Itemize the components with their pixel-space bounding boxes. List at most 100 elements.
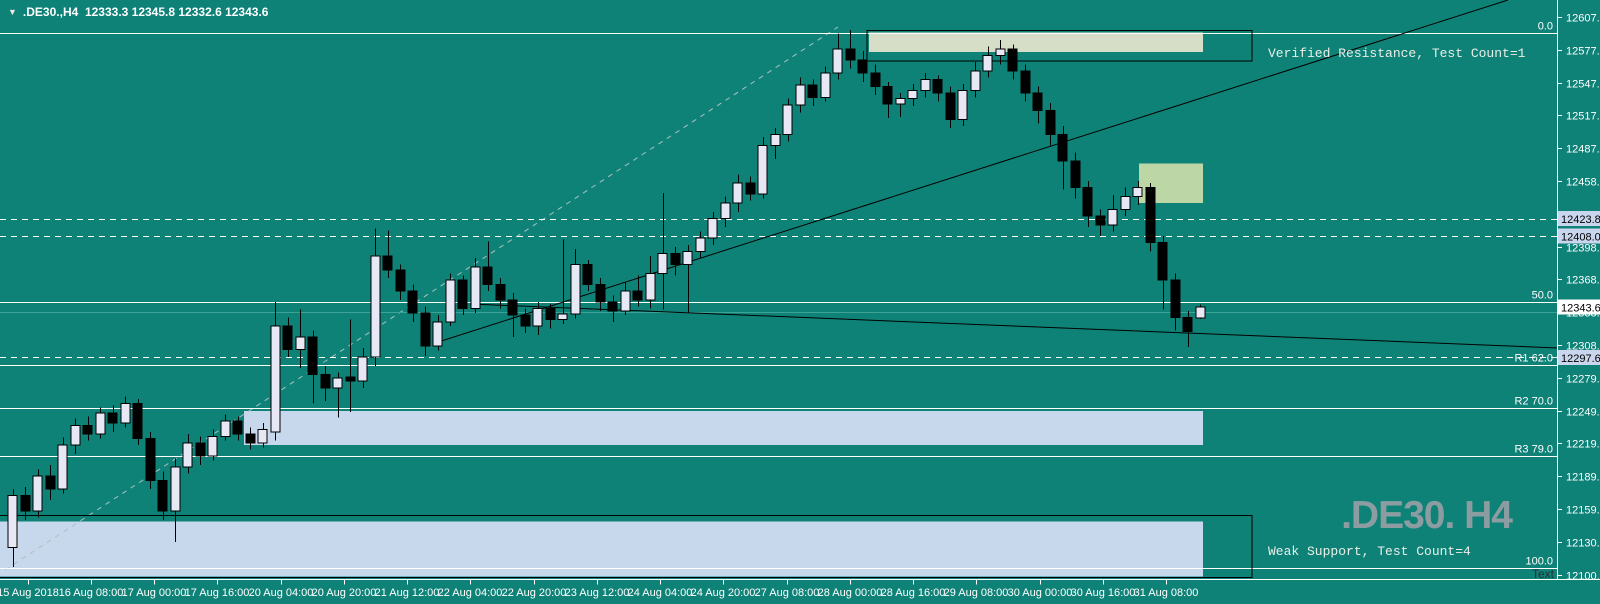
candle-body-up	[1107, 209, 1118, 226]
price-axis-label: 12159.5	[1566, 505, 1600, 517]
time-axis-label: 24 Aug 04:00	[628, 587, 693, 599]
candle-body-up	[370, 255, 381, 358]
candle-body-down	[1145, 187, 1156, 244]
price-axis-label: 12130.0	[1566, 538, 1600, 550]
time-axis-label: 30 Aug 16:00	[1071, 587, 1136, 599]
current-price-badge: 12343.6	[1561, 302, 1600, 314]
candle-body-down	[745, 182, 756, 195]
candle-body-up	[795, 84, 806, 106]
price-axis-label: 12487.5	[1566, 144, 1600, 156]
price-axis-label: 12607.0	[1566, 13, 1600, 25]
candle-body-up	[170, 466, 181, 512]
fib-level-label: R3 79.0	[1514, 444, 1553, 456]
candle-body-down	[395, 269, 406, 292]
weak-support-zone-outline[interactable]	[0, 515, 1253, 579]
candle-body-down	[45, 475, 56, 490]
candle-body-up	[832, 48, 843, 74]
candle-body-up	[270, 325, 281, 433]
candle-body-up	[695, 237, 706, 252]
candle-body-down	[145, 437, 156, 481]
chart-title-bar[interactable]: ▼ .DE30.,H4 12333.3 12345.8 12332.6 1234…	[8, 5, 268, 19]
candle-body-down	[1057, 134, 1068, 162]
candle-body-up	[720, 202, 731, 219]
candle-body-down	[495, 283, 506, 301]
price-axis-label: 12249.0	[1566, 407, 1600, 419]
borders-layer	[0, 0, 1600, 580]
price-axis-label: 12517.5	[1566, 111, 1600, 123]
candle-body-down	[482, 266, 493, 285]
fib-levels-layer: 0.0 50.0 R1 62.0 R2 70.0 R3 79.0 100.0	[0, 21, 1557, 569]
candle-body-up	[995, 48, 1006, 56]
candle-body-up	[782, 104, 793, 136]
time-axis-label: 27 Aug 08:00	[755, 587, 820, 599]
price-axis-label: 12279.0	[1566, 374, 1600, 386]
candle-body-up	[707, 217, 718, 239]
candle-body-up	[570, 264, 581, 315]
candle-body-up	[532, 308, 543, 327]
candle-body-down	[1045, 110, 1056, 136]
time-axis-label: 30 Aug 00:00	[1008, 587, 1073, 599]
weak-support-zone-fill	[0, 521, 1203, 577]
price-axis[interactable]: 12607.0 12577.0 12547.0 12517.5 12487.5 12458…	[1557, 13, 1600, 583]
zones-layer	[0, 32, 1203, 577]
candle-body-down	[1170, 279, 1181, 318]
candle-body-up	[120, 402, 131, 424]
fib-level-label: 50.0	[1532, 290, 1553, 302]
time-axis-label: 31 Aug 08:00	[1134, 587, 1199, 599]
candle-body-down	[1020, 70, 1031, 94]
fib-level-label: 0.0	[1538, 21, 1553, 33]
candle-body-up	[657, 253, 668, 274]
mid-support-zone-fill	[244, 410, 1203, 446]
time-axis-label: 17 Aug 16:00	[185, 587, 250, 599]
candle-body-up	[682, 250, 693, 266]
time-axis-label: 23 Aug 12:00	[565, 587, 630, 599]
price-axis-label: 12577.0	[1566, 46, 1600, 58]
candle-body-down	[420, 312, 431, 347]
time-axis-label: 22 Aug 04:00	[438, 587, 503, 599]
candle-body-up	[1195, 306, 1206, 319]
candle-body-down	[607, 301, 618, 312]
price-axis-label: 12398.0	[1566, 243, 1600, 255]
candle-body-down	[1157, 242, 1168, 281]
candle-body-down	[1007, 48, 1018, 72]
price-line-badge-bg	[1558, 211, 1600, 227]
candle-body-down	[407, 290, 418, 314]
lower-trendline[interactable]	[469, 303, 1559, 349]
time-axis-label: 22 Aug 20:00	[502, 587, 567, 599]
resistance-zone-fill	[869, 32, 1203, 53]
candle-body-up	[220, 420, 231, 437]
candle-body-up	[820, 72, 831, 98]
candle-body-up	[7, 495, 18, 548]
support-annotation: Weak Support, Test Count=4	[1268, 544, 1471, 559]
candle-body-down	[157, 479, 168, 512]
candle-body-down	[132, 402, 143, 439]
price-line-badge: 12297.6	[1561, 353, 1600, 365]
candle-body-up	[970, 70, 981, 92]
candle-body-down	[1182, 316, 1193, 333]
ascending-trendline[interactable]	[434, 0, 1509, 344]
candle-body-up	[920, 79, 931, 92]
ohlc-values: 12333.3 12345.8 12332.6 12343.6	[84, 5, 269, 19]
candle-body-down	[845, 48, 856, 61]
candle-body-up	[57, 444, 68, 490]
time-axis-label: 20 Aug 20:00	[312, 587, 377, 599]
resistance-zone-outline[interactable]	[866, 30, 1253, 62]
candle-body-down	[932, 79, 943, 94]
candle-body-down	[1082, 187, 1093, 217]
candle-body-down	[195, 442, 206, 457]
price-axis-label: 12308.5	[1566, 341, 1600, 353]
candle-body-down	[807, 84, 818, 98]
fib-level-label: R1 62.0	[1514, 353, 1553, 365]
text-object-label[interactable]: Text	[1531, 567, 1554, 581]
symbol-dropdown-icon[interactable]: ▼	[8, 7, 17, 17]
candle-body-down	[20, 495, 31, 512]
time-axis-label: 21 Aug 12:00	[375, 587, 440, 599]
price-axis-label: 12547.0	[1566, 79, 1600, 91]
price-axis-label: 12219.5	[1566, 439, 1600, 451]
candle-body-up	[332, 377, 343, 389]
candle-body-down	[945, 92, 956, 120]
candle-body-up	[732, 182, 743, 204]
